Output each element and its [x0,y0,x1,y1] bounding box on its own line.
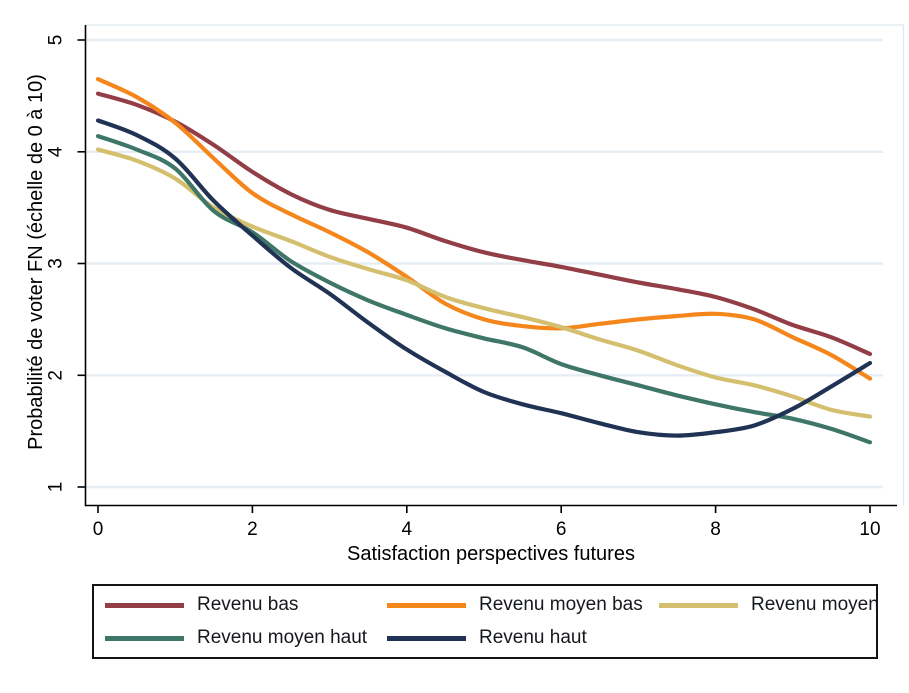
x-axis-ticks: 0 2 4 6 8 10 [93,505,881,540]
gridlines [86,38,883,489]
series-line-revenu-moyen-bas [95,77,873,381]
legend-label: Revenu moyen [751,594,879,615]
chart-canvas: 1 2 3 4 5 0 2 4 6 8 10 Probabilité de voter FN (é… [25,24,905,565]
series-line-revenu-moyen-haut [95,134,873,445]
legend-line-swatch-revenu-haut [387,635,466,641]
y-tick-label-4: 4 [46,146,67,157]
legend-line-swatch-revenu-moyen-bas [387,602,466,608]
x-tick-label-2: 2 [247,519,258,540]
legend-entry-revenu-moyen-bas: Revenu moyen bas [387,594,659,616]
plot-region-border [85,24,905,505]
x-tick-label-0: 0 [93,519,104,540]
legend-label: Revenu moyen bas [479,594,643,615]
legend-line-swatch-revenu-bas [105,602,184,608]
series-lines [95,77,873,445]
x-tick-label-8: 8 [710,519,721,540]
x-tick-label-4: 4 [402,519,413,540]
y-tick-label-2: 2 [46,370,67,381]
series-line-revenu-moyen [95,147,873,419]
y-axis-title: Probabilité de voter FN (échelle de 0 à … [25,74,47,450]
x-tick-label-10: 10 [859,519,880,540]
legend-entry-revenu-bas: Revenu bas [105,594,387,616]
legend-entry-revenu-moyen-haut: Revenu moyen haut [105,627,387,649]
y-tick-label-1: 1 [46,482,67,493]
series-line-revenu-bas [95,91,873,357]
legend-label: Revenu moyen haut [197,627,368,648]
legend-label: Revenu bas [197,594,299,615]
x-tick-label-6: 6 [556,519,567,540]
legend-label: Revenu haut [479,627,587,648]
legend-entry-revenu-haut: Revenu haut [387,627,659,649]
legend-box: Revenu bas Revenu moyen bas Revenu moyen Re… [92,584,879,659]
y-tick-label-5: 5 [46,35,67,46]
series-line-revenu-haut [95,118,873,438]
y-axis-ticks: 1 2 3 4 5 [46,35,85,493]
x-axis-title: Satisfaction perspectives futures [347,543,635,565]
y-tick-label-3: 3 [46,258,67,269]
legend-line-swatch-revenu-moyen-haut [105,635,184,641]
legend-entry-revenu-moyen: Revenu moyen [659,594,879,616]
plot-border-line [85,24,905,505]
legend-line-swatch-revenu-moyen [659,602,738,608]
